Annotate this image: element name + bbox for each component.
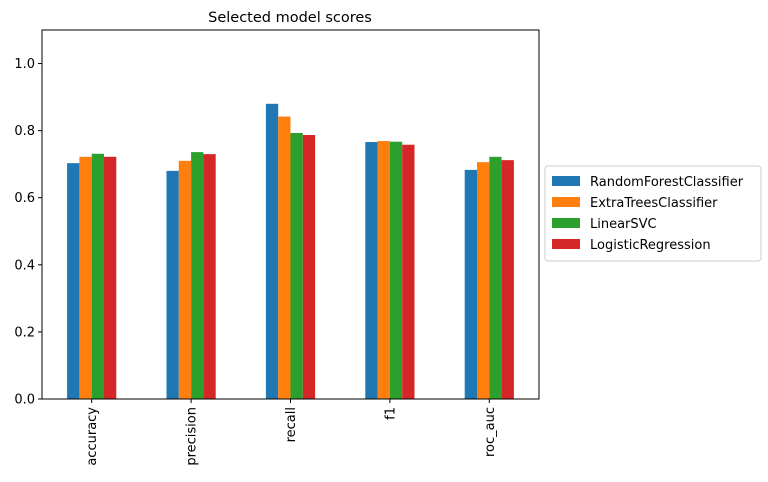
bar-recall-ExtraTreesClassifier: [278, 116, 291, 399]
y-tick-label: 1.0: [14, 57, 35, 72]
x-tick-label-accuracy: accuracy: [85, 407, 100, 466]
plot-frame: [41, 29, 540, 400]
y-tick-label: 0.6: [14, 191, 35, 206]
bar-roc_auc-ExtraTreesClassifier: [477, 162, 490, 399]
legend-swatch-LogisticRegression: [552, 239, 580, 249]
bar-accuracy-LinearSVC: [91, 153, 104, 399]
legend-frame: [544, 165, 762, 262]
bar-f1-ExtraTreesClassifier: [377, 141, 390, 399]
legend-label-LinearSVC: LinearSVC: [590, 217, 657, 232]
bar-f1-RandomForestClassifier: [365, 142, 378, 400]
x-tick-label-precision: precision: [185, 407, 200, 466]
legend-label-LogisticRegression: LogisticRegression: [590, 238, 711, 253]
x-tick-label-roc_auc: roc_auc: [483, 407, 498, 457]
legend-label-ExtraTreesClassifier: ExtraTreesClassifier: [590, 196, 718, 211]
chart-title: Selected model scores: [208, 10, 372, 26]
bar-f1-LinearSVC: [389, 141, 403, 399]
bar-f1-LogisticRegression: [402, 144, 415, 399]
x-tick-label-f1: f1: [383, 407, 398, 420]
y-tick-label: 0.4: [14, 258, 35, 273]
bar-accuracy-LogisticRegression: [104, 156, 117, 399]
legend: RandomForestClassifier ExtraTreesClassifi…: [544, 165, 762, 262]
bar-recall-LogisticRegression: [302, 134, 316, 400]
bar-precision-RandomForestClassifier: [166, 170, 179, 399]
x-axis: accuracy precision recall f1 roc_auc: [85, 399, 498, 466]
legend-swatch-ExtraTreesClassifier: [552, 197, 580, 207]
legend-swatch-LinearSVC: [552, 218, 580, 228]
bar-roc_auc-RandomForestClassifier: [464, 169, 477, 399]
bar-roc_auc-LinearSVC: [489, 156, 502, 399]
bar-roc_auc-LogisticRegression: [501, 160, 514, 399]
y-tick-label: 0.0: [14, 393, 35, 408]
bar-precision-ExtraTreesClassifier: [178, 160, 192, 399]
bar-accuracy-RandomForestClassifier: [67, 163, 80, 399]
legend-label-RandomForestClassifier: RandomForestClassifier: [590, 175, 744, 190]
bar-recall-RandomForestClassifier: [265, 103, 279, 400]
bar-recall-LinearSVC: [290, 132, 303, 399]
y-tick-label: 0.8: [14, 124, 35, 139]
bar-precision-LogisticRegression: [203, 154, 216, 399]
y-axis: 0.0 0.2 0.4 0.6 0.8 1.0: [14, 57, 42, 408]
bar-accuracy-ExtraTreesClassifier: [79, 156, 92, 399]
legend-swatch-RandomForestClassifier: [552, 176, 580, 186]
y-tick-label: 0.2: [14, 325, 35, 340]
bars-group: [67, 103, 514, 400]
x-tick-label-recall: recall: [284, 407, 299, 442]
bar-precision-LinearSVC: [191, 152, 204, 399]
